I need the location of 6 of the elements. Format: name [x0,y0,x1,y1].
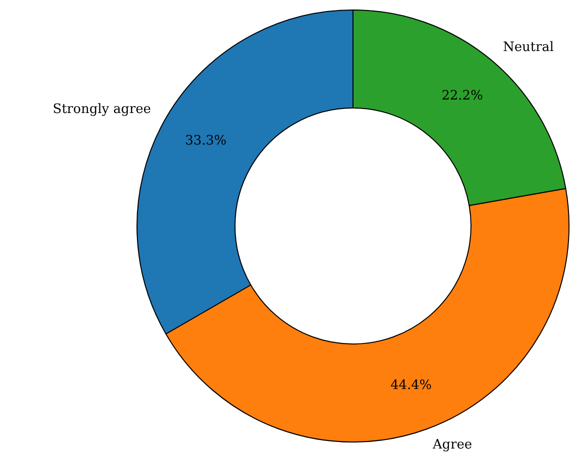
data-label: 33.3% [185,134,226,148]
slice-label: Agree [432,438,472,453]
slice-label: Neutral [502,40,554,55]
slice-label: Strongly agree [52,102,152,117]
data-label: 44.4% [390,378,432,394]
data-label: 22.2% [442,88,483,104]
